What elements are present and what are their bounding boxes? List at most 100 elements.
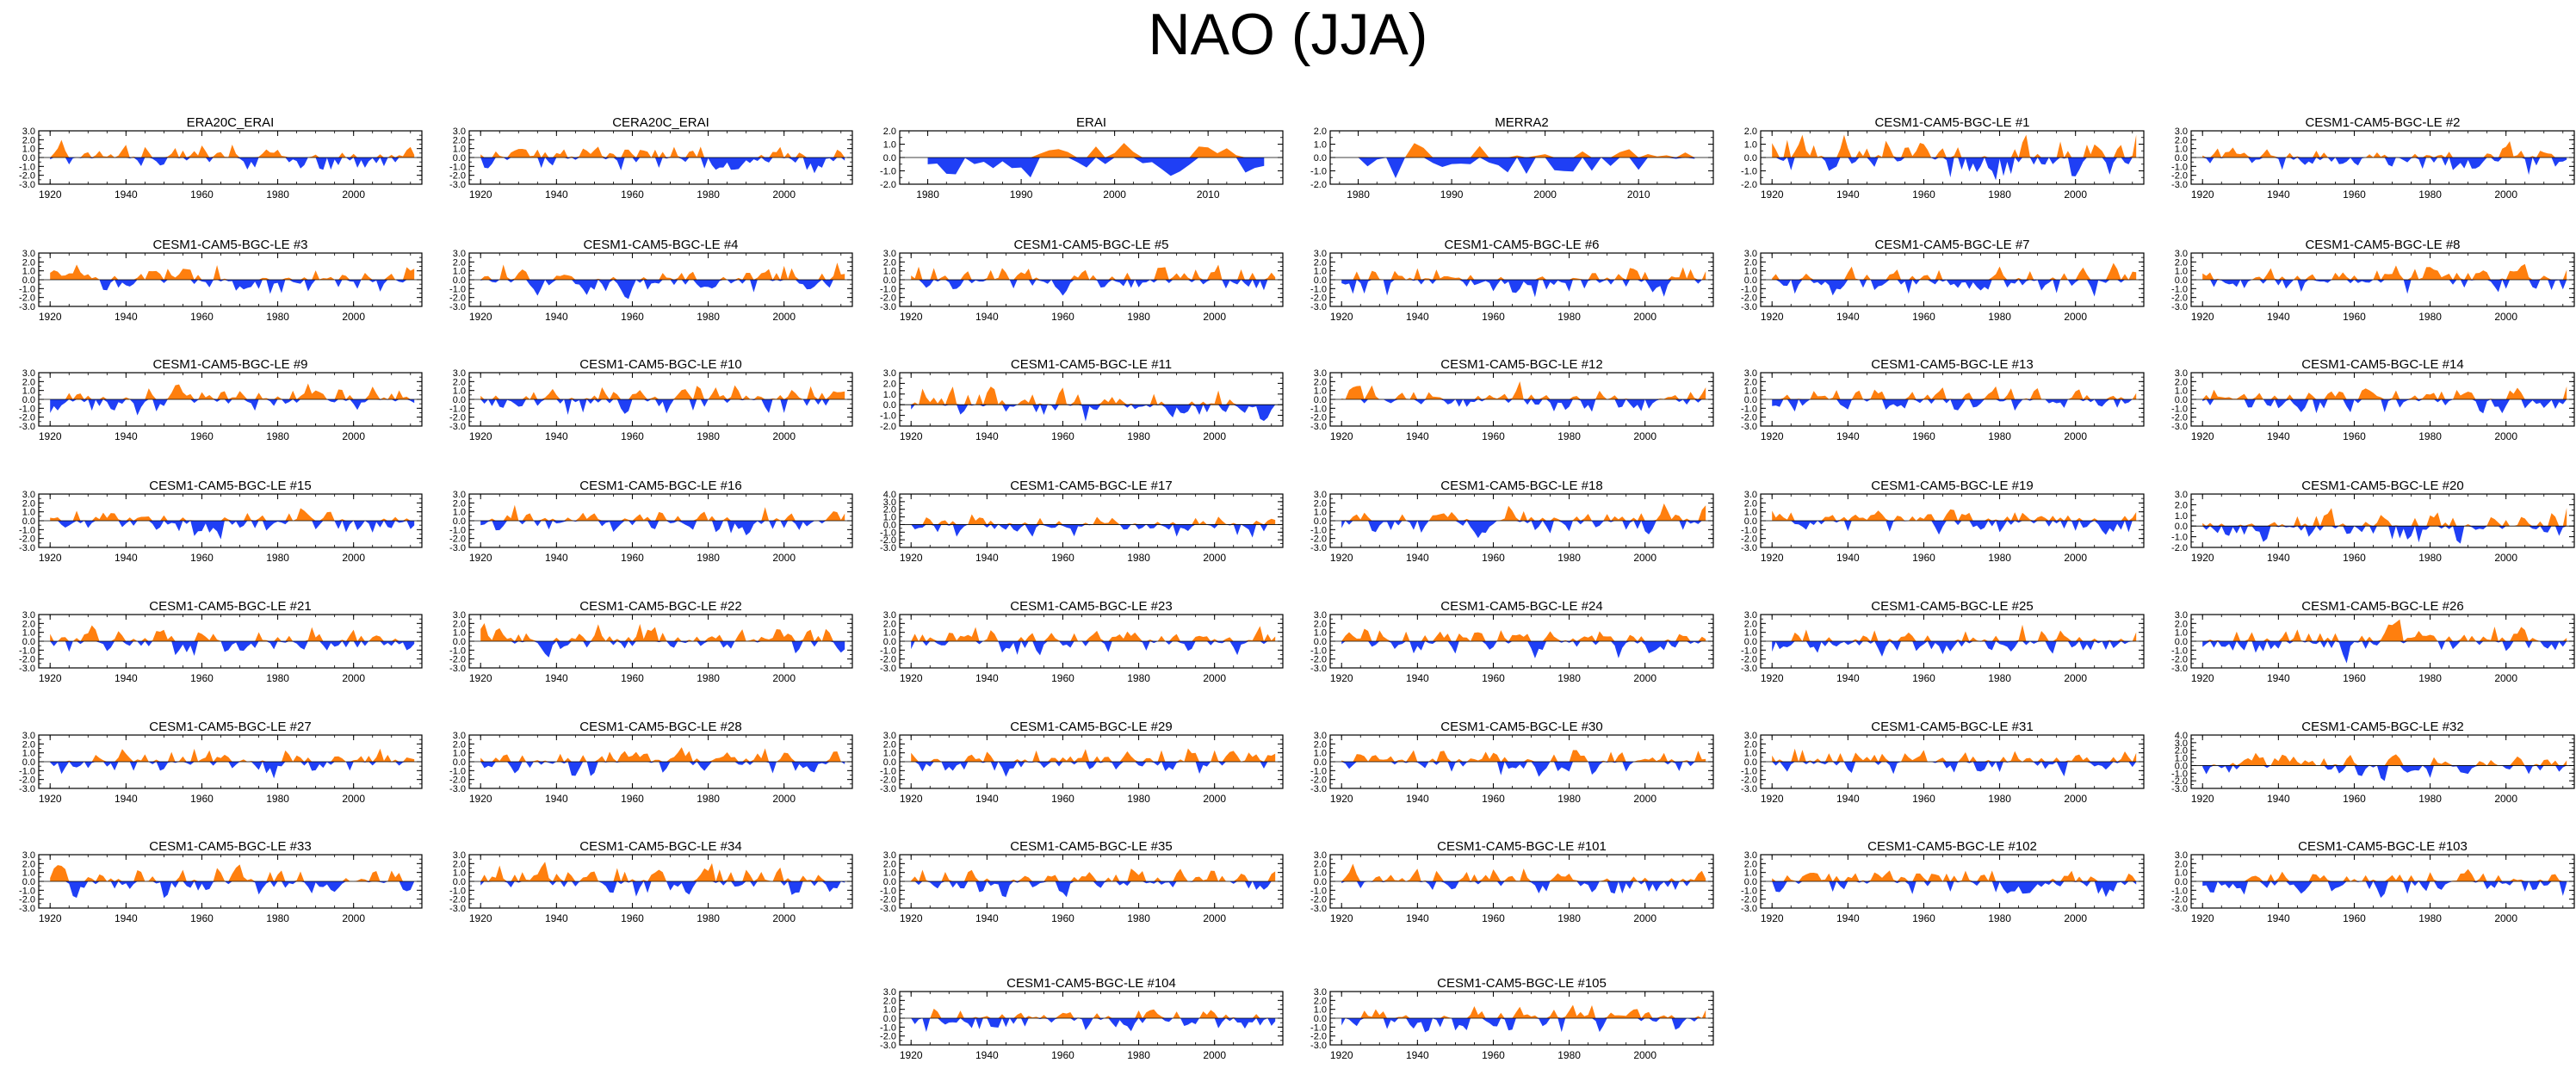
y-tick-label: 1.0 [453,386,466,397]
y-tick-label: 4.0 [2175,731,2188,741]
x-tick-label: 1960 [621,793,644,805]
nao-panel: CESM1-CAM5-BGC-LE #17 4.03.02.01.00.0-1.0… [880,479,1284,564]
y-tick-label: 2.0 [453,859,466,869]
y-tick-label: -1.0 [2171,284,2188,294]
y-tick-label: 2.0 [883,505,896,516]
y-tick-label: 3.0 [883,731,896,741]
x-tick-label: 2000 [1633,430,1656,442]
nao-panel: CESM1-CAM5-BGC-LE #32 4.03.02.01.00.0-1.0… [2171,720,2575,805]
y-tick-label: -3.0 [1310,422,1327,432]
panel-title: CESM1-CAM5-BGC-LE #5 [1013,238,1168,252]
x-tick-label: 1940 [545,311,568,323]
panel-title: CESM1-CAM5-BGC-LE #104 [1006,976,1176,991]
y-tick-label: -2.0 [1741,534,1757,545]
x-tick-label: 1960 [2343,430,2366,442]
y-tick-label: -2.0 [880,180,896,190]
negative-area [1772,762,2137,777]
x-tick-label: 2000 [342,793,365,805]
x-tick-label: 2000 [1203,912,1226,924]
positive-area [1772,870,2137,881]
y-tick-label: 3.0 [2175,738,2188,749]
y-tick-label: 1.0 [2175,145,2188,155]
x-tick-label: 1980 [266,672,289,684]
y-tick-label: 2.0 [2175,746,2188,757]
y-tick-label: 2.0 [22,135,35,145]
y-tick-label: 3.0 [1744,850,1757,861]
negative-area [50,881,415,899]
y-tick-label: 2.0 [1744,257,1757,268]
negative-area [1341,762,1706,777]
x-tick-label: 1960 [190,793,214,805]
x-tick-label: 1980 [1988,552,2011,564]
positive-area [480,623,845,641]
x-tick-label: 2000 [2064,188,2087,201]
positive-area [911,1008,1276,1018]
x-tick-label: 2000 [2494,552,2517,564]
x-tick-label: 1940 [1836,311,1860,323]
positive-area [2202,752,2567,766]
x-tick-label: 1980 [697,311,720,323]
panel-title: CESM1-CAM5-BGC-LE #21 [149,599,311,614]
panel-title: ERA20C_ERAI [187,115,275,130]
y-tick-label: -1.0 [2171,533,2188,543]
positive-area [480,747,845,762]
x-tick-label: 1920 [900,1049,923,1061]
x-tick-label: 1960 [2343,188,2366,201]
y-tick-label: -1.0 [449,284,466,294]
x-tick-label: 1940 [975,912,999,924]
y-tick-label: 3.0 [883,610,896,621]
y-tick-label: -1.0 [449,162,466,172]
negative-area [2202,280,2567,294]
x-tick-label: 1920 [469,552,492,564]
y-tick-label: -3.0 [19,904,35,914]
y-tick-label: 0.0 [22,275,35,286]
x-tick-label: 2000 [772,672,796,684]
x-tick-label: 2000 [1103,188,1126,201]
x-tick-label: 1920 [39,311,62,323]
x-tick-label: 1940 [115,430,138,442]
x-tick-label: 2000 [1633,912,1656,924]
x-tick-label: 1960 [1912,188,1935,201]
negative-area [911,1018,1276,1033]
x-tick-label: 1980 [1988,912,2011,924]
x-tick-label: 1980 [1127,912,1150,924]
negative-area [2202,526,2567,544]
negative-area [50,762,415,779]
negative-area [911,524,1276,538]
y-tick-label: -2.0 [1310,1032,1327,1042]
y-tick-label: 1.0 [1314,508,1327,518]
y-tick-label: -2.0 [19,171,35,182]
y-tick-label: 2.0 [22,619,35,629]
y-tick-label: -3.0 [1741,904,1757,914]
y-tick-label: 2.0 [453,257,466,268]
nao-panel: CESM1-CAM5-BGC-LE #23 3.02.01.00.0-1.0-2.… [880,599,1284,684]
y-tick-label: 1.0 [883,390,896,400]
x-tick-label: 2000 [2494,672,2517,684]
x-tick-label: 1920 [1330,430,1353,442]
y-tick-label: 0.0 [22,757,35,768]
panel-title: CESM1-CAM5-BGC-LE #34 [579,839,741,854]
panel-title: CESM1-CAM5-BGC-LE #27 [149,720,311,734]
y-tick-label: 0.0 [1314,757,1327,768]
x-tick-label: 1940 [1406,311,1429,323]
y-tick-label: -1.0 [1310,1023,1327,1033]
x-tick-label: 1960 [1482,793,1505,805]
x-tick-label: 2000 [2064,430,2087,442]
x-tick-label: 1960 [2343,672,2366,684]
positive-area [480,385,845,399]
y-tick-label: -2.0 [449,171,466,182]
y-tick-label: 0.0 [1314,153,1327,164]
y-tick-label: -1.0 [880,284,896,294]
nao-panel: MERRA2 2.0 1.0 0.0 -1.0 -2.0 1980 1990 2000 2010 [1310,115,1714,201]
y-tick-label: 0.0 [1314,1014,1327,1024]
x-tick-label: 2000 [1203,1049,1226,1061]
negative-area [50,521,415,540]
y-tick-label: -1.0 [449,886,466,896]
x-tick-label: 1940 [1406,552,1429,564]
y-tick-label: -2.0 [19,413,35,423]
x-tick-label: 1920 [2191,912,2214,924]
y-tick-label: -1.0 [1310,766,1327,776]
y-tick-label: 2.0 [2175,500,2188,510]
x-tick-label: 1940 [115,188,138,201]
y-tick-label: -2.0 [1310,534,1327,545]
